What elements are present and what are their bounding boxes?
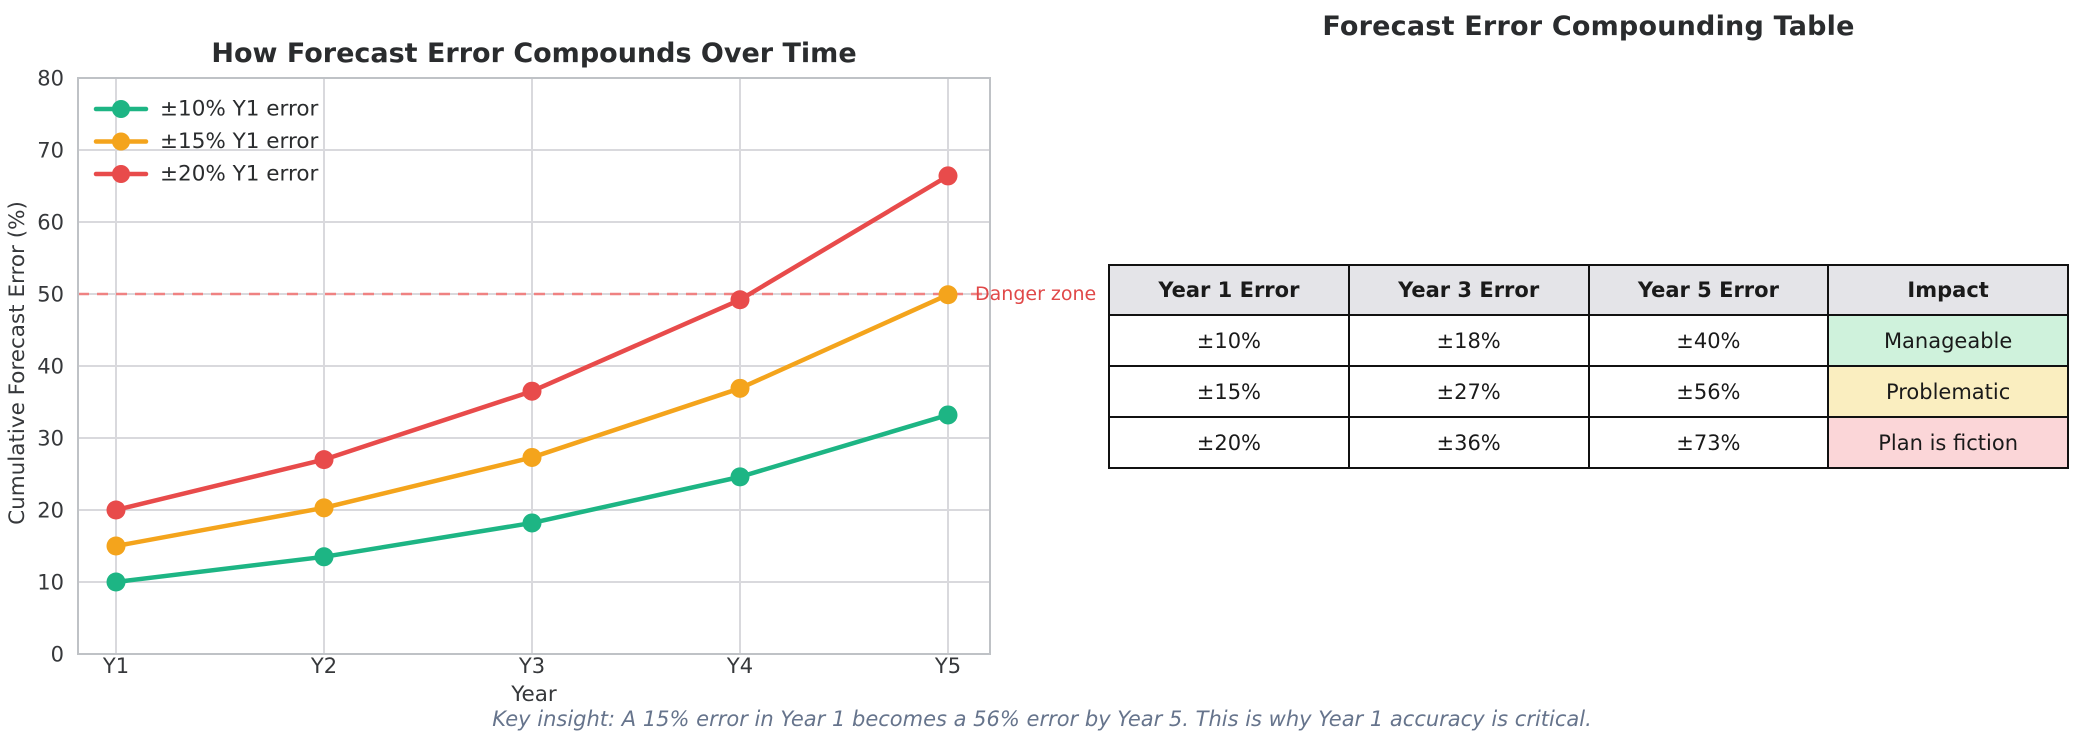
danger-zone-label: Danger zone (975, 283, 1096, 305)
table-cell: ±73% (1587, 416, 1830, 469)
plot-border (77, 77, 991, 655)
table-header-cell: Impact (1827, 264, 2069, 316)
table-header-row: Year 1 Error Year 3 Error Year 5 Error Impa… (1108, 264, 2069, 316)
data-point-marker (938, 285, 958, 305)
compounding-table: Year 1 Error Year 3 Error Year 5 Error Impa… (1108, 264, 2069, 469)
chart-tick-labels: 0 10 20 30 40 50 60 70 80 Y1 Y2 Y3 Y4 Y5 (37, 67, 961, 679)
x-tick-label: Y5 (934, 654, 961, 678)
key-insight-note: Key insight: A 15% error in Year 1 becom… (492, 707, 1592, 731)
y-tick-label: 40 (37, 355, 64, 379)
table-cell: ±18% (1347, 314, 1590, 367)
y-tick-label: 20 (37, 499, 64, 523)
data-point-marker (730, 290, 750, 310)
x-axis-label: Year (510, 682, 557, 707)
y-tick-label: 60 (37, 211, 64, 235)
table-cell: ±40% (1587, 314, 1830, 367)
data-point-marker (730, 467, 750, 487)
chart-spines (77, 77, 991, 655)
line-chart: 0 10 20 30 40 50 60 70 80 Y1 Y2 Y3 Y4 Y5 ±10% Y1 erro… (5, 38, 1096, 707)
legend-marker-swatch (112, 100, 130, 118)
legend-label: ±10% Y1 error (160, 97, 318, 122)
table-row: ±15% ±27% ±56% Problematic (1108, 365, 2069, 418)
data-point-marker (106, 500, 126, 520)
y-tick-label: 70 (37, 139, 64, 163)
legend-label: ±20% Y1 error (160, 162, 318, 187)
table-title: Forecast Error Compounding Table (1322, 11, 1855, 42)
table-header-cell: Year 1 Error (1108, 264, 1350, 316)
data-point-marker (106, 572, 126, 592)
data-point-marker (938, 166, 958, 186)
legend-marker-swatch (112, 132, 130, 151)
table-cell: ±56% (1587, 365, 1830, 418)
data-point-marker (730, 378, 750, 398)
y-tick-label: 50 (37, 283, 64, 307)
data-point-marker (522, 381, 542, 401)
data-point-marker (938, 405, 958, 425)
table-row: ±10% ±18% ±40% Manageable (1108, 314, 2069, 367)
x-tick-label: Y3 (518, 654, 545, 678)
y-tick-label: 10 (37, 571, 64, 595)
table-header-cell: Year 5 Error (1587, 264, 1830, 316)
chart-title: How Forecast Error Compounds Over Time (211, 38, 856, 69)
chart-legend: ±10% Y1 error ±15% Y1 error ±20% Y1 error (93, 97, 318, 187)
data-point-marker (314, 450, 334, 470)
data-point-marker (314, 547, 334, 567)
legend-marker-swatch (112, 165, 130, 183)
x-tick-label: Y1 (102, 654, 129, 678)
data-point-marker (522, 447, 542, 467)
y-axis-label: Cumulative Forecast Error (%) (5, 201, 30, 525)
data-point-marker (106, 536, 126, 556)
chart-series (106, 166, 958, 592)
table-row: ±20% ±36% ±73% Plan is fiction (1108, 416, 2069, 469)
legend-label: ±15% Y1 error (160, 129, 318, 154)
table-cell: ±10% (1108, 314, 1350, 367)
impact-cell: Problematic (1827, 365, 2069, 418)
table-cell: ±20% (1108, 416, 1350, 469)
table-cell: ±27% (1347, 365, 1590, 418)
y-tick-label: 80 (37, 67, 64, 91)
data-point-marker (522, 513, 542, 533)
y-tick-label: 0 (51, 643, 64, 667)
data-point-marker (314, 498, 334, 518)
table-cell: ±36% (1347, 416, 1590, 469)
y-tick-label: 30 (37, 427, 64, 451)
impact-cell: Manageable (1827, 314, 2069, 367)
impact-cell: Plan is fiction (1827, 416, 2069, 469)
table-header-cell: Year 3 Error (1347, 264, 1590, 316)
x-tick-label: Y4 (726, 654, 753, 678)
table-cell: ±15% (1108, 365, 1350, 418)
x-tick-label: Y2 (310, 654, 337, 678)
